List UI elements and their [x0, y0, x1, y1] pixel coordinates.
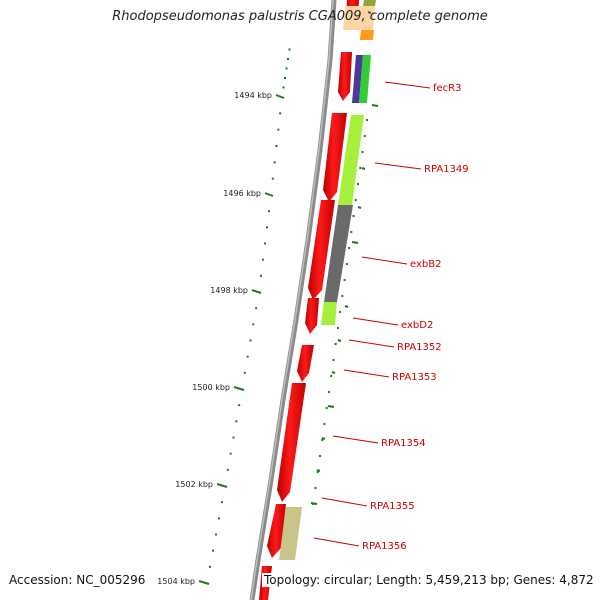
ruler-label: 1494 kbp [234, 91, 272, 100]
gene-block-grey[interactable] [324, 205, 353, 302]
gene-block-lime-small[interactable] [321, 302, 337, 325]
gene-leader-line [374, 162, 422, 170]
ruler-major-tick [216, 483, 228, 488]
ruler-major-tick [275, 94, 285, 99]
gene-block-orange[interactable] [360, 30, 374, 40]
gene-arrow[interactable] [297, 345, 314, 382]
track-tick [331, 371, 336, 374]
gene-arrow[interactable] [305, 298, 319, 334]
ruler-label: 1502 kbp [175, 480, 213, 489]
gene-leader-line [313, 537, 360, 547]
gene-label[interactable]: RPA1349 [424, 164, 469, 175]
gene-label[interactable]: RPA1356 [362, 541, 407, 552]
accession-text: Accession: NC_005296 [9, 573, 146, 587]
gene-block-khaki[interactable] [279, 507, 302, 560]
ruler-label: 1500 kbp [192, 383, 230, 392]
track-tick [344, 305, 349, 308]
gene-leader-line [384, 81, 431, 89]
gene-leader-line [332, 435, 379, 444]
track-tick [321, 437, 326, 440]
track-tick [371, 104, 379, 107]
track-tick [367, 11, 372, 14]
gene-label[interactable]: RPA1355 [370, 501, 415, 512]
track-tick [316, 469, 321, 472]
track-tick [337, 339, 342, 342]
gene-block-lime[interactable] [338, 115, 364, 205]
gene-leader-line [343, 369, 390, 378]
ruler-major-tick [198, 580, 210, 585]
ruler-label: 1498 kbp [210, 286, 248, 295]
genome-backbone-highlight [250, 0, 334, 600]
gene-label[interactable]: RPA1352 [397, 342, 442, 353]
track-tick [357, 206, 362, 209]
gene-leader-line [321, 497, 368, 507]
genome-backbone [249, 0, 337, 600]
ruler-major-tick [251, 289, 262, 294]
gene-label[interactable]: RPA1353 [392, 372, 437, 383]
gene-leader-line [352, 317, 399, 326]
gene-arrow[interactable] [277, 383, 306, 502]
gene-block-olive[interactable] [363, 0, 376, 6]
ruler-label: 1504 kbp [157, 577, 195, 586]
track-tick [361, 167, 366, 170]
ruler-major-tick [233, 386, 245, 391]
track-tick [351, 241, 359, 244]
gene-arrow[interactable] [338, 52, 352, 101]
gene-arrow[interactable] [323, 113, 347, 202]
gene-label[interactable]: exbD2 [401, 320, 433, 331]
gene-block-green[interactable] [359, 55, 371, 103]
genome-title: Rhodopseudomonas palustris CGA009, compl… [112, 9, 488, 24]
gene-label[interactable]: fecR3 [433, 83, 461, 94]
track-tick [327, 405, 335, 408]
gene-label[interactable]: exbB2 [410, 259, 441, 270]
gene-leader-line [361, 256, 408, 265]
topology-text: Topology: circular; Length: 5,459,213 bp… [262, 573, 594, 587]
gene-block-peach[interactable] [343, 6, 375, 30]
gene-leader-line [348, 339, 395, 348]
ruler-major-tick [264, 192, 274, 197]
gene-arrow[interactable] [308, 200, 335, 300]
gene-block-purple[interactable] [352, 55, 363, 103]
gene-label[interactable]: RPA1354 [381, 438, 426, 449]
ruler-label: 1496 kbp [223, 189, 261, 198]
